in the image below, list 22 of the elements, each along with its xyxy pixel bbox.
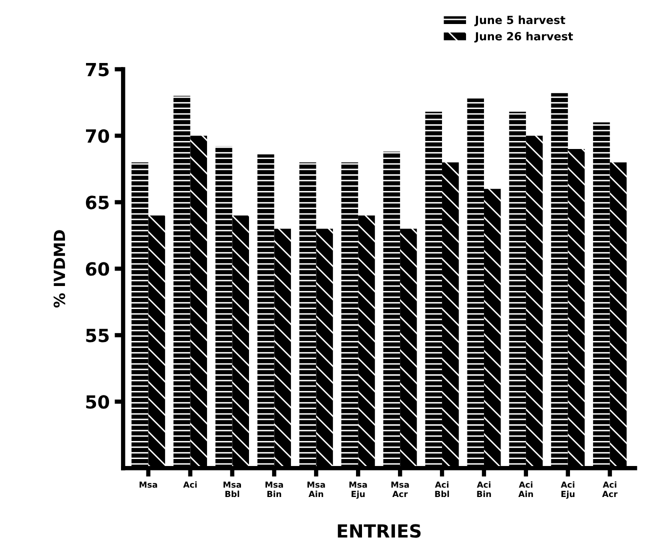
y-tick-label: 60 bbox=[86, 262, 110, 276]
y-tick-label: 65 bbox=[86, 196, 109, 210]
y-tick-label: 70 bbox=[86, 129, 110, 143]
legend-label: June 26 harvest bbox=[474, 32, 573, 43]
x-tick-label: Aci Acr bbox=[602, 481, 618, 498]
y-tick-label: 50 bbox=[86, 395, 110, 409]
y-tick-label: 75 bbox=[86, 62, 109, 76]
x-tick-label: Msa Ain bbox=[307, 482, 325, 497]
y-tick-label: 55 bbox=[86, 328, 109, 342]
y-axis-title: % IVDMD bbox=[54, 230, 66, 308]
x-tick-label: Aci Bbl bbox=[434, 481, 449, 498]
legend-label: June 5 harvest bbox=[474, 16, 566, 26]
x-tick-label: Msa Acr bbox=[391, 482, 409, 498]
x-tick-label: Msa Bbl bbox=[224, 482, 241, 498]
x-tick-label: Aci bbox=[183, 481, 197, 488]
x-tick-label: Aci Ain bbox=[518, 481, 533, 497]
x-tick-label: Aci Bin bbox=[476, 481, 491, 497]
x-tick-label: Aci Eju bbox=[560, 481, 574, 499]
x-tick-label: Msa Eju bbox=[349, 482, 367, 499]
x-tick-label: Msa Bin bbox=[266, 482, 283, 497]
x-tick-label: Msa bbox=[140, 482, 158, 488]
x-axis-title: ENTRIES bbox=[338, 524, 421, 538]
